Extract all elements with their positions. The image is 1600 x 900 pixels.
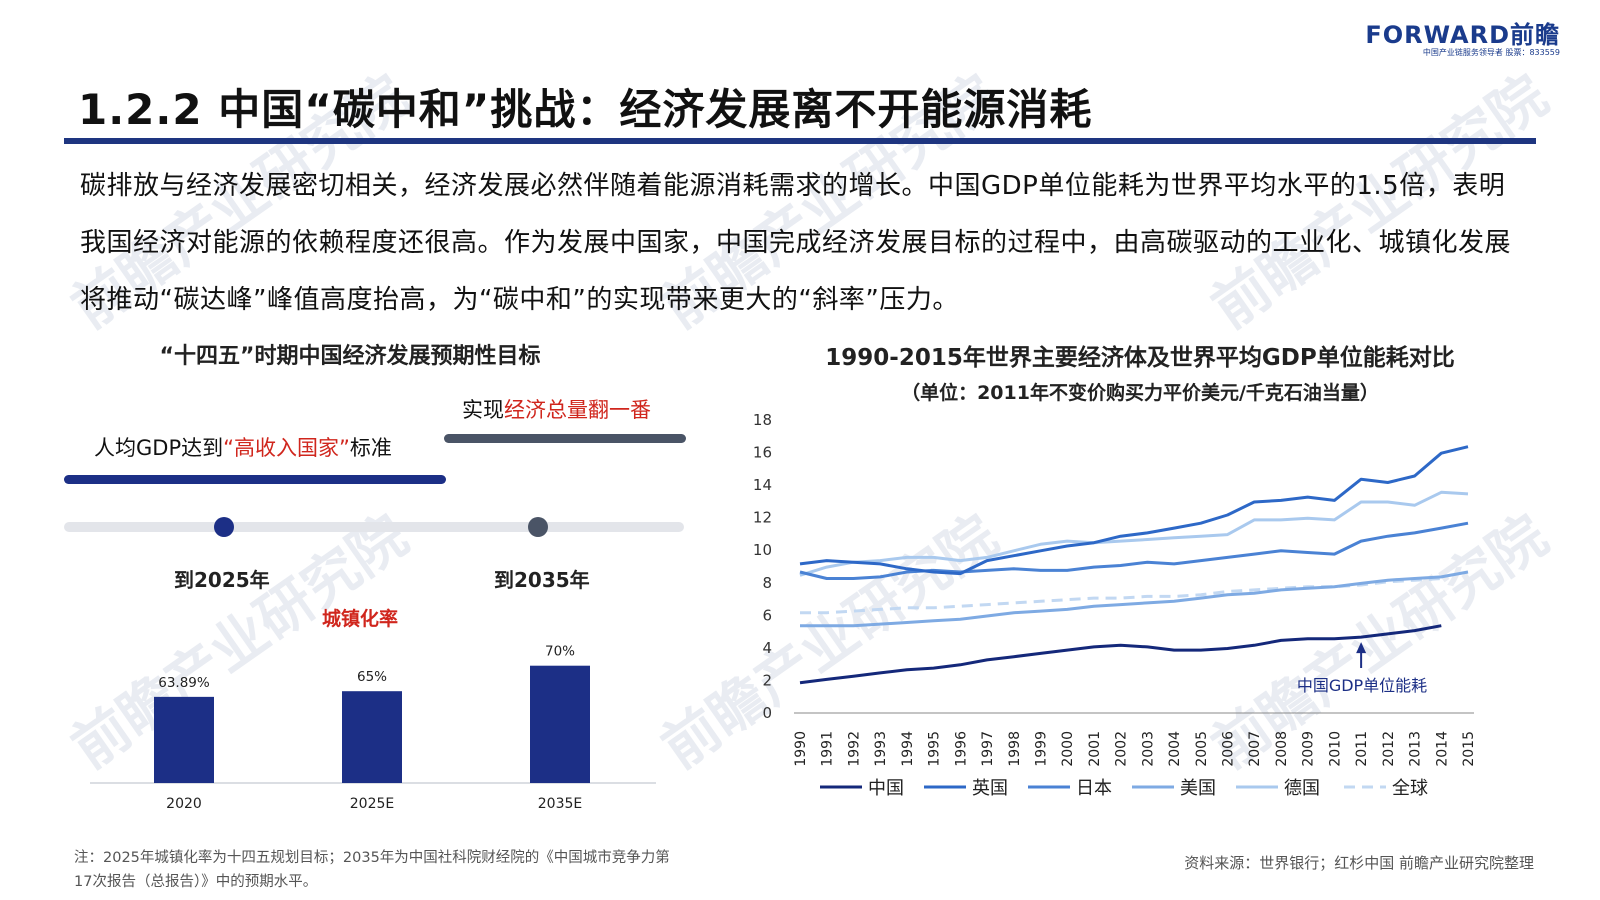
legend-label: 德国 [1284, 778, 1320, 799]
x-tick-label: 2014 [1434, 731, 1450, 767]
y-tick-label: 18 [753, 411, 772, 429]
legend-label: 美国 [1180, 778, 1216, 799]
footnote: 注：2025年城镇化率为十四五规划目标；2035年为中国社科院财经院的《中国城市… [74, 850, 670, 890]
goal-gdp-suffix: 标准 [349, 436, 392, 460]
x-tick-label: 2005 [1194, 731, 1210, 767]
bar-category-label: 2035E [538, 796, 582, 812]
y-tick-label: 6 [762, 606, 772, 624]
x-tick-label: 2000 [1060, 731, 1076, 767]
series-line-日本 [799, 521, 1469, 580]
bar-category-label: 2020 [166, 796, 202, 812]
goal-gdp-prefix: 人均GDP达到 [94, 436, 224, 460]
x-tick-label: 2010 [1327, 731, 1343, 767]
bar-category-label: 2025E [350, 796, 394, 812]
goal-economy-doubling: 实现经济总量翻一番 [462, 394, 651, 424]
x-tick-label: 2001 [1087, 731, 1103, 767]
goal-economy-bar [444, 434, 686, 443]
right-chart-subtitle: （单位：2011年不变价购买力平价美元/千克石油当量） [901, 382, 1379, 404]
y-tick-label: 16 [753, 444, 772, 462]
legend-label: 全球 [1392, 778, 1428, 799]
timeline-dot-2025 [214, 517, 234, 537]
china-annotation: 中国GDP单位能耗 [1297, 676, 1427, 695]
left-panel-title: “十四五”时期中国经济发展预期性目标 [159, 344, 541, 369]
y-tick-label: 14 [753, 476, 772, 494]
legend-label: 中国 [868, 778, 904, 799]
source-note: 资料来源：世界银行；红杉中国 前瞻产业研究院整理 [1184, 854, 1534, 872]
bar-value-label: 70% [545, 644, 575, 660]
page-title: 1.2.2 中国“碳中和”挑战：经济发展离不开能源消耗 [78, 85, 1093, 134]
series-line-德国 [799, 490, 1469, 577]
x-tick-label: 1997 [980, 731, 996, 767]
x-tick-label: 1992 [846, 731, 862, 767]
goal-economy-highlight: 经济总量翻一番 [504, 398, 651, 422]
y-tick-label: 12 [753, 509, 772, 527]
y-tick-label: 0 [762, 704, 772, 722]
x-tick-label: 2006 [1221, 731, 1237, 767]
x-tick-label: 1990 [793, 731, 809, 767]
bar-2020 [154, 696, 214, 783]
bar-chart-title: 城镇化率 [322, 607, 398, 630]
x-tick-label: 1991 [820, 731, 836, 767]
goal-gdp-per-capita: 人均GDP达到“高收入国家”标准 [94, 432, 392, 462]
energy-intensity-line-chart: 中国GDP单位能耗 0 2 4 6 8 10 12 14 16 18 1990 1991 1992 199… [753, 411, 1477, 799]
brand-tagline: 中国产业链服务领导者 股票：833559 [1422, 48, 1560, 57]
x-tick-label: 2013 [1408, 731, 1424, 767]
x-tick-label: 2015 [1461, 731, 1477, 767]
bar-value-label: 63.89% [158, 675, 210, 691]
milestone-2035: 到2035年 [494, 568, 590, 592]
x-tick-label: 1995 [927, 731, 943, 767]
x-tick-label: 2008 [1274, 731, 1290, 767]
x-tick-label: 2009 [1301, 731, 1317, 767]
y-tick-label: 4 [762, 639, 772, 657]
annotation-arrowhead [1356, 642, 1367, 654]
goal-gdp-highlight: “高收入国家” [223, 436, 350, 460]
x-tick-label: 1993 [873, 731, 889, 767]
x-tick-label: 2012 [1381, 731, 1397, 767]
legend-label: 英国 [972, 778, 1008, 799]
x-tick-label: 2002 [1114, 731, 1130, 767]
intro-paragraph: 碳排放与经济发展密切相关，经济发展必然伴随着能源消耗需求的增长。中国GDP单位能… [80, 171, 1512, 315]
series-line-美国 [800, 570, 1469, 628]
right-chart-title: 1990-2015年世界主要经济体及世界平均GDP单位能耗对比 [825, 345, 1455, 371]
series-line-全球 [800, 577, 1442, 615]
x-tick-label: 1998 [1007, 731, 1023, 767]
bar-2035E [530, 665, 590, 783]
series-line-英国 [799, 445, 1469, 576]
brand-logo: FORWARD前瞻 中国产业链服务领导者 股票：833559 [1365, 22, 1560, 58]
x-tick-label: 2004 [1167, 731, 1183, 767]
x-tick-label: 1999 [1033, 731, 1049, 767]
goal-gdp-bar [64, 475, 446, 484]
x-tick-label: 1996 [953, 731, 969, 767]
bar-value-label: 65% [357, 669, 387, 685]
x-tick-label: 2003 [1140, 731, 1156, 767]
title-underline [64, 138, 1536, 144]
series-line-中国 [799, 624, 1442, 685]
timeline-dot-2035 [528, 517, 548, 537]
timeline-track [64, 522, 684, 532]
x-tick-label: 2007 [1247, 731, 1263, 767]
y-tick-label: 8 [762, 574, 772, 592]
x-tick-label: 1994 [900, 731, 916, 767]
goal-economy-prefix: 实现 [462, 398, 504, 422]
x-tick-label: 2011 [1354, 731, 1370, 767]
brand-name: FORWARD前瞻 [1365, 21, 1560, 49]
bar-2025E [342, 691, 402, 783]
legend-label: 日本 [1076, 778, 1112, 799]
milestone-2025: 到2025年 [174, 568, 270, 592]
y-tick-label: 10 [753, 541, 772, 559]
y-tick-label: 2 [762, 671, 772, 689]
urbanization-bar-chart: 城镇化率 63.89% 2020 65% 2025E 70% 2035E [90, 607, 656, 812]
